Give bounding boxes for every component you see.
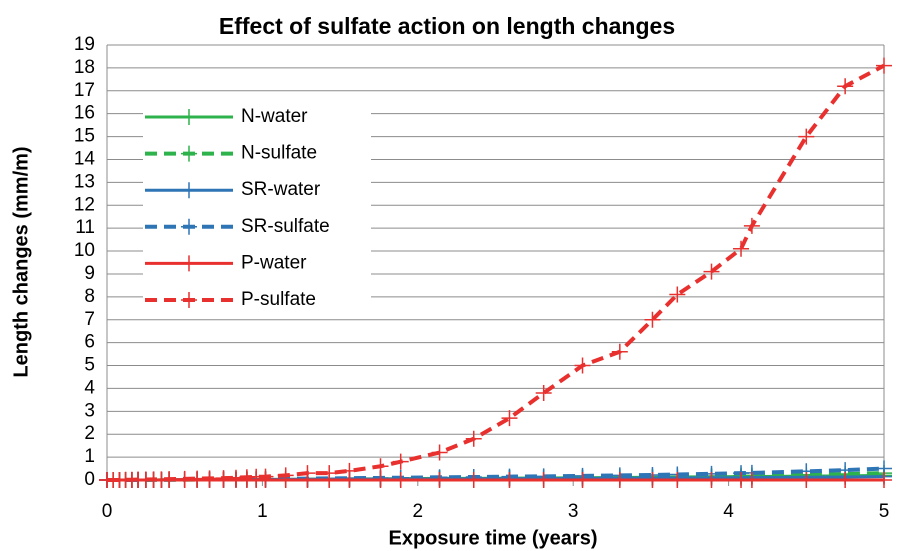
y-tick-label: 4 bbox=[84, 377, 95, 398]
point-marker bbox=[837, 472, 854, 488]
y-tick-label: 19 bbox=[74, 34, 95, 55]
series bbox=[99, 460, 892, 488]
point-marker bbox=[703, 472, 720, 488]
point-marker bbox=[372, 458, 389, 475]
y-tick-label: 8 bbox=[84, 286, 95, 307]
y-tick-label: 17 bbox=[74, 80, 95, 101]
y-tick-label: 1 bbox=[84, 446, 95, 467]
y-tick-label: 11 bbox=[75, 217, 95, 238]
y-tick-label: 6 bbox=[84, 332, 95, 353]
legend-box bbox=[143, 99, 371, 319]
series bbox=[99, 57, 892, 488]
y-tick-label: 7 bbox=[84, 309, 95, 330]
legend-marker bbox=[181, 145, 197, 162]
point-marker bbox=[392, 453, 409, 470]
point-marker bbox=[611, 343, 628, 360]
point-marker bbox=[876, 57, 892, 74]
legend-marker bbox=[181, 109, 197, 125]
chart-title: Effect of sulfate action on length chang… bbox=[219, 13, 675, 39]
y-tick-label: 18 bbox=[74, 57, 95, 78]
point-marker bbox=[201, 470, 218, 487]
point-marker bbox=[501, 410, 518, 427]
point-marker bbox=[465, 430, 482, 447]
x-tick-label: 1 bbox=[257, 501, 268, 522]
legend-marker bbox=[181, 255, 197, 272]
y-tick-label: 3 bbox=[84, 400, 95, 421]
point-marker bbox=[703, 263, 720, 280]
y-tick-label: 16 bbox=[74, 103, 95, 124]
point-marker bbox=[277, 467, 294, 484]
point-marker bbox=[392, 472, 409, 488]
legend-label: P-water bbox=[241, 252, 307, 273]
point-marker bbox=[669, 286, 686, 303]
legend-label: P-sulfate bbox=[241, 289, 316, 310]
y-tick-label: 2 bbox=[84, 423, 95, 444]
point-marker bbox=[798, 128, 815, 145]
point-marker bbox=[733, 240, 750, 257]
y-tick-label: 14 bbox=[74, 148, 96, 169]
y-tick-label: 5 bbox=[84, 355, 95, 376]
point-marker bbox=[535, 385, 552, 401]
legend-label: N-water bbox=[241, 106, 308, 127]
x-tick-label: 3 bbox=[568, 501, 579, 522]
y-tick-label: 0 bbox=[84, 469, 95, 490]
legend-label: SR-water bbox=[241, 179, 321, 200]
legend-marker bbox=[181, 218, 197, 235]
point-marker bbox=[574, 357, 591, 374]
point-marker bbox=[341, 462, 358, 479]
point-marker bbox=[743, 217, 760, 234]
x-tick-label: 0 bbox=[102, 501, 113, 522]
point-marker bbox=[611, 472, 628, 488]
point-marker bbox=[501, 472, 518, 488]
point-marker bbox=[837, 78, 854, 95]
y-tick-label: 9 bbox=[84, 263, 95, 284]
point-marker bbox=[644, 472, 661, 488]
point-marker bbox=[431, 472, 448, 488]
y-tick-label: 12 bbox=[74, 194, 95, 215]
x-tick-label: 4 bbox=[723, 501, 734, 522]
point-marker bbox=[798, 472, 815, 488]
point-marker bbox=[535, 472, 552, 488]
y-tick-label: 15 bbox=[74, 126, 95, 147]
point-marker bbox=[257, 468, 274, 485]
x-tick-label: 2 bbox=[413, 501, 424, 522]
point-marker bbox=[465, 472, 482, 488]
point-marker bbox=[876, 472, 892, 488]
point-marker bbox=[321, 465, 338, 482]
point-marker bbox=[669, 472, 686, 488]
x-tick-label: 5 bbox=[879, 501, 890, 522]
point-marker bbox=[743, 472, 760, 488]
point-marker bbox=[644, 311, 661, 328]
point-marker bbox=[574, 472, 591, 488]
legend-marker bbox=[181, 182, 197, 199]
y-axis-title: Length changes (mm/m) bbox=[10, 146, 32, 377]
y-tick-label: 10 bbox=[74, 240, 95, 261]
x-axis-title: Exposure time (years) bbox=[389, 527, 598, 549]
point-marker bbox=[299, 465, 316, 482]
point-marker bbox=[372, 472, 389, 488]
y-tick-label: 13 bbox=[74, 171, 95, 192]
point-marker bbox=[161, 471, 178, 488]
point-marker bbox=[431, 444, 448, 461]
legend-label: N-sulfate bbox=[241, 143, 317, 164]
legend-marker bbox=[181, 292, 197, 308]
legend-label: SR-sulfate bbox=[241, 216, 330, 237]
